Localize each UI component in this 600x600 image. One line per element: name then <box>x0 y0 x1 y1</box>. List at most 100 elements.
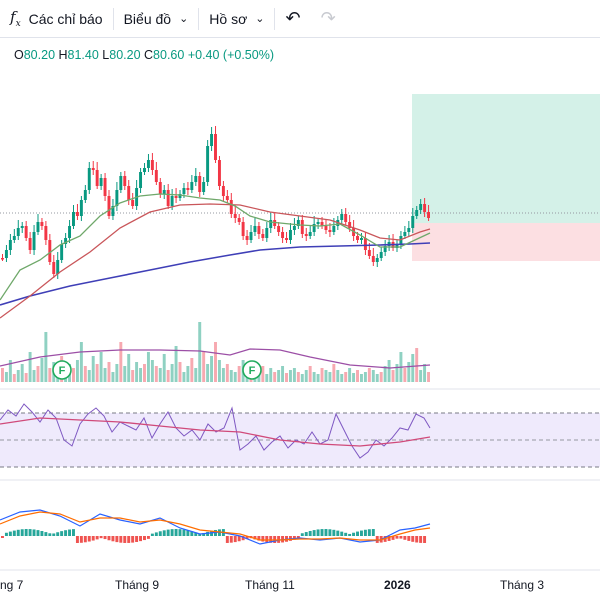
candle-body <box>225 196 229 200</box>
ohlc-close-key: C <box>144 48 154 62</box>
candle-body <box>79 200 83 216</box>
volume-bar <box>146 352 150 382</box>
volume-bar <box>359 374 363 382</box>
macd-histogram-bar <box>261 536 265 542</box>
candle-body <box>340 214 344 220</box>
candle-body <box>277 226 281 232</box>
candle-body <box>99 178 103 186</box>
macd-histogram-bar <box>415 536 419 543</box>
candle-body <box>115 190 119 206</box>
chart-type-label: Biểu đồ <box>123 10 172 27</box>
ohlc-high: 81.40 <box>67 48 99 62</box>
toolbar-divider <box>198 7 200 30</box>
macd-histogram-bar <box>194 532 198 536</box>
volume-bar <box>154 366 158 382</box>
candle-body <box>44 226 48 240</box>
candle-body <box>190 182 194 190</box>
volume-bar <box>265 374 269 382</box>
macd-histogram-bar <box>158 531 162 536</box>
event-marker[interactable]: F <box>242 360 262 380</box>
ma-slow-line <box>0 242 431 306</box>
volume-bar <box>340 374 344 382</box>
candle-body <box>24 226 28 238</box>
macd-histogram-bar <box>265 536 269 543</box>
volume-bar <box>178 362 182 382</box>
candle-body <box>257 226 261 234</box>
candle-body <box>8 240 12 250</box>
macd-signal-line <box>0 511 431 541</box>
chart-type-button[interactable]: Biểu đồ ⌄ <box>114 0 199 38</box>
chart-canvas[interactable]: F F <box>0 38 600 578</box>
macd-histogram-bar <box>292 536 296 540</box>
macd-histogram-bar <box>356 531 359 536</box>
volume-bar <box>75 360 79 382</box>
volume-bar <box>119 342 123 382</box>
macd-histogram-bar <box>36 530 40 536</box>
candle-body <box>174 196 178 198</box>
volume-bar <box>375 374 379 382</box>
volume-bar <box>103 368 107 382</box>
candle-body <box>269 220 273 228</box>
macd-histogram-bar <box>241 536 245 541</box>
candle-body <box>52 262 56 274</box>
volume-bar <box>44 332 48 382</box>
macd-histogram-bar <box>1 536 4 538</box>
indicators-label: Các chỉ báo <box>28 10 103 27</box>
volume-bar <box>198 322 202 382</box>
macd-histogram-bar <box>206 531 210 536</box>
macd-histogram-bar <box>91 536 95 541</box>
candle-body <box>253 226 257 232</box>
macd-histogram-bar <box>407 536 411 541</box>
volume-bar <box>202 352 206 382</box>
volume-bar <box>379 372 383 382</box>
volume-bar <box>32 370 36 382</box>
macd-histogram-bar <box>143 536 146 541</box>
profile-button[interactable]: Hồ sơ ⌄ <box>199 0 274 38</box>
macd-histogram-bar <box>44 532 48 536</box>
macd-histogram-bar <box>399 536 403 539</box>
candle-body <box>249 232 253 240</box>
volume-bar <box>123 366 127 382</box>
volume-bar <box>344 372 348 382</box>
volume-bar <box>273 372 277 382</box>
volume-bar <box>419 370 423 382</box>
candle-body <box>36 222 40 232</box>
macd-histogram-bar <box>146 536 150 539</box>
candle-body <box>371 256 375 262</box>
macd-histogram-bar <box>190 531 194 536</box>
candle-body <box>415 210 419 216</box>
toolbar-divider <box>274 7 276 30</box>
x-axis-label: Tháng 9 <box>115 578 160 592</box>
long-position-loss-zone[interactable] <box>412 223 600 261</box>
long-position-profit-zone[interactable] <box>412 94 600 223</box>
macd-histogram-bar <box>178 529 182 536</box>
macd-histogram-bar <box>340 531 344 536</box>
event-marker-circle <box>242 360 262 380</box>
ma-fast-line <box>0 193 431 301</box>
macd-histogram-bar <box>95 536 99 540</box>
volume-bar <box>217 360 221 382</box>
macd-histogram-bar <box>139 536 143 542</box>
candle-body <box>356 236 359 240</box>
event-marker[interactable]: F <box>52 360 72 380</box>
candle-body <box>229 200 233 214</box>
candle-body <box>72 212 75 226</box>
indicators-button[interactable]: fx Các chỉ báo <box>0 0 113 38</box>
fx-icon: fx <box>10 8 21 29</box>
candle-body <box>131 200 135 206</box>
volume-bar <box>356 370 359 382</box>
candle-body <box>363 238 367 250</box>
candle-body <box>281 232 285 238</box>
undo-icon[interactable]: ↶ <box>285 8 301 28</box>
volume-bar <box>182 372 186 382</box>
macd-histogram-bar <box>60 531 64 536</box>
volume-bar <box>214 342 217 382</box>
macd-histogram-bar <box>87 536 91 542</box>
macd-histogram-bar <box>174 529 178 536</box>
candle-body <box>411 216 415 228</box>
candle-body <box>75 212 79 216</box>
redo-icon[interactable]: ↷ <box>320 8 336 28</box>
volume-bar <box>363 372 367 382</box>
volume-bar <box>87 370 91 382</box>
candle-body <box>214 134 217 160</box>
